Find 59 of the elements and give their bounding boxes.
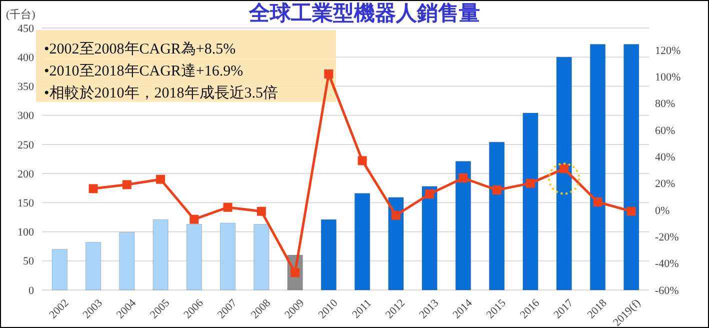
point xyxy=(156,174,166,184)
point xyxy=(391,210,400,220)
point xyxy=(458,174,468,182)
point xyxy=(88,184,98,194)
y2-tick-label: -40% xyxy=(655,258,679,270)
bar xyxy=(119,232,135,290)
x-tick-label: 2011 xyxy=(350,297,374,321)
y2-tick-label: 80% xyxy=(655,98,676,110)
bar xyxy=(220,222,236,290)
y-tick-label: 250 xyxy=(18,139,34,152)
bar xyxy=(388,197,404,290)
bar xyxy=(52,248,68,290)
bar xyxy=(489,142,505,290)
y2-tick-label: 20% xyxy=(655,178,676,190)
point xyxy=(324,70,334,78)
chart-title: 全球工業型機器人銷售量 xyxy=(248,1,480,25)
bar xyxy=(152,219,168,290)
y2-tick-label: -60% xyxy=(655,284,679,297)
point xyxy=(223,202,232,212)
bar xyxy=(254,224,270,290)
y-tick-label: 200 xyxy=(18,168,34,180)
bar xyxy=(186,224,202,290)
y-tick-label: 50 xyxy=(23,256,34,268)
point xyxy=(358,156,367,166)
annotation: •相較於2010年，2018年成長近3.5倍 xyxy=(44,84,278,102)
y-tick-label: 0 xyxy=(28,284,34,297)
y2-tick-label: 60% xyxy=(655,124,676,137)
y2-tick-label: 40% xyxy=(655,152,676,164)
point xyxy=(190,214,199,224)
bar xyxy=(624,44,640,290)
point xyxy=(256,206,266,216)
point xyxy=(593,198,602,206)
y2-tick-label: 0% xyxy=(655,204,670,217)
y-tick-label: 400 xyxy=(18,52,34,64)
y2-tick-label: 120% xyxy=(655,44,681,57)
bar xyxy=(522,112,538,290)
y2-tick-label: -20% xyxy=(655,232,679,244)
point xyxy=(526,178,535,188)
y-tick-label: 300 xyxy=(18,110,34,122)
bar xyxy=(556,56,572,290)
y-tick-label: 150 xyxy=(18,198,34,210)
annotation: •2002至2008年CAGR為+8.5% xyxy=(44,40,236,58)
bar xyxy=(320,219,336,290)
y-tick-label: 100 xyxy=(18,226,34,239)
bar xyxy=(590,44,606,290)
bar xyxy=(422,186,438,290)
bar xyxy=(455,161,472,290)
y-axis-title: (千台) xyxy=(6,8,36,21)
point xyxy=(626,206,636,216)
point xyxy=(425,190,434,198)
annotation: •2010至2018年CAGR達+16.9% xyxy=(44,62,244,80)
bar xyxy=(354,193,370,290)
point xyxy=(560,164,569,174)
bar xyxy=(85,242,102,290)
point xyxy=(492,186,502,194)
point xyxy=(122,180,132,190)
y-tick-label: 450 xyxy=(18,22,34,35)
y-tick-label: 350 xyxy=(18,81,34,94)
y2-tick-label: 100% xyxy=(655,72,681,84)
